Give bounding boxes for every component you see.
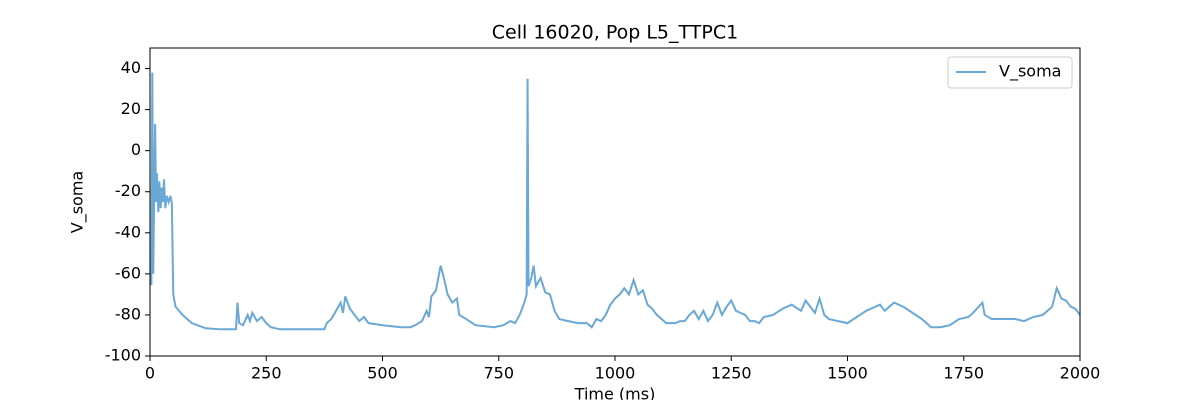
y-tick-label: -100 — [105, 346, 141, 365]
y-tick-label: -40 — [115, 222, 141, 241]
x-tick-label: 1500 — [827, 364, 868, 383]
x-tick-label: 500 — [367, 364, 398, 383]
y-tick-label: -80 — [115, 304, 141, 323]
x-tick-label: 250 — [251, 364, 282, 383]
y-axis-label: V_soma — [68, 171, 88, 233]
legend-box — [947, 56, 1073, 89]
y-tick-label: -60 — [115, 263, 141, 282]
x-tick-label: 750 — [483, 364, 514, 383]
series-line — [150, 72, 1081, 331]
x-tick-label: 1000 — [595, 364, 636, 383]
plot-frame — [149, 47, 1081, 357]
x-tick-label: 2000 — [1060, 364, 1101, 383]
x-tick-label: 1250 — [711, 364, 752, 383]
y-tick-label: 20 — [121, 99, 141, 118]
x-tick-label: 0 — [145, 364, 155, 383]
y-tick-label: 0 — [131, 140, 141, 159]
x-tick-label: 1750 — [943, 364, 984, 383]
legend-label: V_soma — [999, 62, 1061, 82]
y-tick-label: 40 — [121, 58, 141, 77]
y-tick-label: -20 — [115, 181, 141, 200]
chart-title: Cell 16020, Pop L5_TTPC1 — [492, 22, 738, 44]
x-axis-label: Time (ms) — [574, 385, 656, 400]
